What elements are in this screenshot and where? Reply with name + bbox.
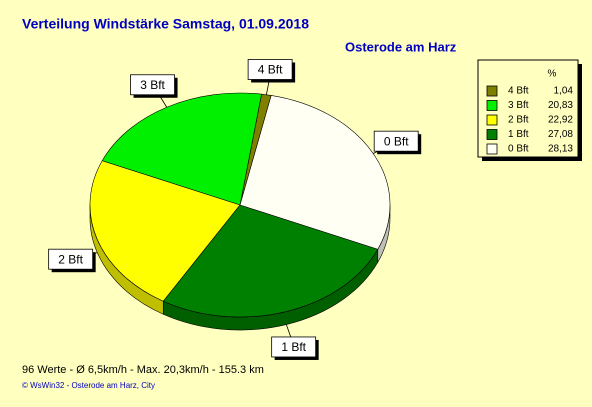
footer: 96 Werte - Ø 6,5km/h - Max. 20,3km/h - 1… — [22, 364, 264, 376]
slice-label: 0 Bft — [384, 134, 409, 148]
label-box — [48, 248, 94, 270]
legend-value: 20,83 — [548, 100, 573, 111]
legend-label: 0 Bft — [508, 144, 529, 155]
legend-header: % — [548, 69, 557, 80]
slice-label: 1 Bft — [281, 340, 306, 354]
chart-subtitle: Osterode am Harz — [345, 39, 457, 54]
label-box — [271, 336, 317, 358]
legend-swatch — [486, 100, 498, 111]
label-box — [130, 74, 175, 96]
slice-label: 3 Bft — [140, 78, 165, 92]
slice-label: 4 Bft — [258, 63, 283, 77]
legend-label: 3 Bft — [508, 100, 529, 111]
legend-swatch — [486, 114, 498, 126]
label-box — [373, 130, 419, 152]
legend-value: 22,92 — [548, 115, 573, 126]
slice — [89, 160, 241, 302]
slice-label: 2 Bft — [58, 252, 83, 266]
legend-swatch — [486, 85, 498, 97]
legend-label: 2 Bft — [508, 115, 529, 126]
credit: © WsWin32 - Osterode am Harz, City — [22, 381, 155, 390]
legend-label: 1 Bft — [508, 129, 529, 140]
chart-title: Verteilung Windstärke Samstag, 01.09.201… — [22, 16, 309, 32]
legend-value: 1,04 — [554, 86, 574, 97]
legend-swatch — [486, 143, 498, 155]
slice — [162, 204, 379, 318]
legend-value: 28,13 — [548, 144, 573, 155]
legend-value: 27,08 — [548, 129, 573, 140]
label-box — [247, 59, 293, 80]
legend-swatch — [486, 129, 498, 140]
legend-label: 4 Bft — [508, 86, 529, 97]
